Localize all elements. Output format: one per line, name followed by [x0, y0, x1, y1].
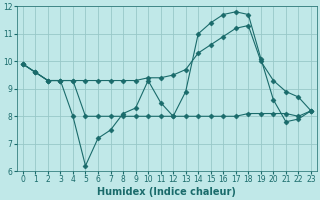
X-axis label: Humidex (Indice chaleur): Humidex (Indice chaleur) [98, 187, 236, 197]
